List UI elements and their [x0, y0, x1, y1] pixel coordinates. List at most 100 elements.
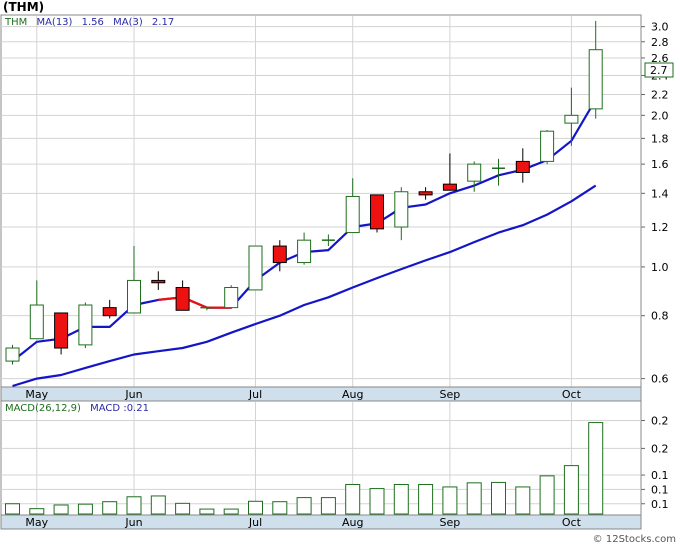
macd-bar [345, 483, 361, 515]
macd-bar [320, 497, 336, 515]
candle [54, 312, 69, 355]
candle-body [78, 304, 93, 346]
candle-body [394, 191, 409, 228]
candle-body [370, 194, 384, 230]
macd-legend-value: 0.21 [127, 403, 149, 414]
candle-body [127, 279, 141, 314]
macd-x-label: May [25, 516, 48, 529]
candle [564, 87, 579, 146]
macd-tick-label: 0.1 [651, 469, 669, 482]
macd-tick-label: 0.2 [651, 415, 669, 428]
macd-date-axis-band [0, 514, 642, 530]
macd-marks [5, 422, 604, 515]
macd-legend-colon: : [123, 403, 126, 414]
price-x-label: Jul [248, 388, 262, 401]
candle-body [272, 245, 287, 264]
macd-bar [588, 422, 604, 515]
price-tick-label: 1.2 [651, 221, 669, 234]
ma13-line [12, 184, 597, 388]
price-tick-label: 1.0 [651, 261, 669, 274]
macd-y-axis: 0.10.10.10.20.2 [641, 415, 669, 511]
macd-bar [563, 465, 579, 515]
price-marks [5, 20, 603, 388]
macd-bar [539, 475, 555, 515]
price-date-axis-band [0, 386, 642, 402]
macd-bar [491, 481, 506, 515]
legend-ma3-value: 2.17 [152, 17, 174, 28]
candle [29, 280, 44, 340]
macd-bar [53, 504, 69, 515]
candle [394, 187, 409, 241]
candle-body [151, 279, 166, 284]
price-tick-label: 1.4 [651, 187, 669, 200]
macd-bar [5, 503, 20, 515]
macd-bar [223, 508, 239, 515]
macd-bar [126, 496, 142, 515]
candle-body [588, 49, 603, 110]
candle [467, 161, 482, 192]
price-x-label: Jun [124, 388, 142, 401]
macd-x-axis: May Jun Jul Aug Sep Oct [25, 516, 581, 529]
candle-body [515, 160, 530, 173]
macd-legend-label: MACD [90, 403, 120, 414]
candle [370, 194, 384, 233]
price-tick-label: 2.8 [651, 36, 669, 49]
legend-ma13-label: MA(13) [36, 17, 72, 28]
price-x-label: Oct [562, 388, 582, 401]
candle [78, 302, 93, 349]
price-x-label: Aug [342, 388, 363, 401]
legend-ma3-label: MA(3) [113, 17, 143, 28]
macd-x-label: Jun [124, 516, 142, 529]
price-y-axis: 0.60.81.01.21.41.61.82.02.22.42.62.83.0 [641, 21, 669, 386]
macd-x-label: Sep [440, 516, 461, 529]
macd-tick-label: 0.1 [651, 483, 669, 496]
macd-bar [442, 486, 458, 515]
candle-body [248, 245, 263, 291]
candle [418, 187, 433, 200]
macd-x-label: Aug [342, 516, 363, 529]
candle [102, 299, 117, 319]
macd-x-label: Oct [562, 516, 582, 529]
candle-body [29, 304, 44, 340]
candle-body [5, 347, 20, 362]
macd-tick-label: 0.2 [651, 442, 669, 455]
price-tick-label: 2.6 [651, 52, 669, 65]
ma3-down-segment [158, 296, 232, 309]
last-price-tag [644, 62, 674, 78]
candle [5, 344, 20, 365]
price-x-axis: May Jun Jul Aug Sep Oct [25, 388, 581, 401]
candle [515, 148, 530, 183]
candle-body [297, 239, 312, 264]
chart-title: (THM) [3, 0, 44, 14]
macd-bar [369, 488, 385, 515]
macd-legend: MACD(26,12,9) MACD :0.21 [5, 403, 149, 414]
candle-body [224, 287, 239, 309]
candle [321, 234, 335, 247]
price-tick-label: 0.8 [651, 310, 669, 323]
candle-body [540, 130, 555, 162]
macd-bar [77, 503, 93, 515]
legend-ma13-value: 1.56 [82, 17, 104, 28]
price-tick-label: 0.6 [651, 373, 669, 386]
legend-ticker: THM [4, 17, 27, 28]
macd-bar [248, 500, 263, 515]
macd-tick-label: 0.1 [651, 498, 669, 511]
candle [248, 245, 263, 291]
macd-bar [150, 495, 166, 515]
macd-bar [466, 482, 482, 515]
candle [151, 271, 166, 290]
candle-body [564, 114, 579, 124]
price-panel [0, 14, 642, 402]
macd-bar [515, 486, 531, 515]
macd-legend-params: MACD(26,12,9) [5, 403, 81, 414]
candle-body [175, 287, 190, 311]
candle [588, 20, 603, 119]
price-tick-label: 2.0 [651, 109, 669, 122]
price-x-label: Sep [440, 388, 461, 401]
candle [175, 280, 190, 311]
candle-body [102, 307, 117, 317]
macd-x-label: Jul [248, 516, 262, 529]
candle-body [54, 312, 69, 349]
macd-bar [199, 508, 215, 515]
